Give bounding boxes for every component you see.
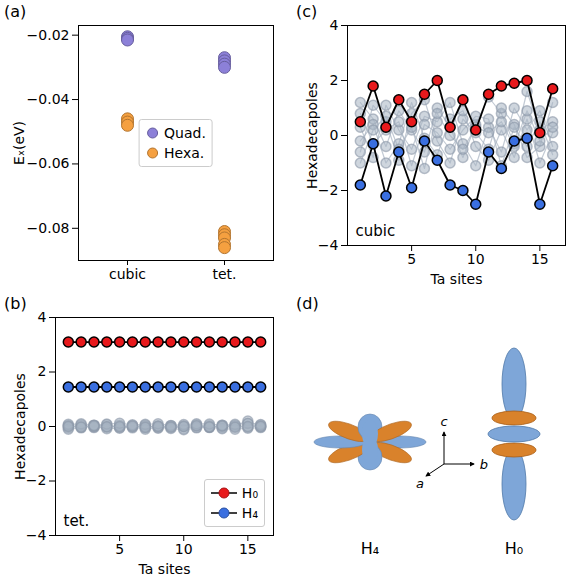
- html-text:(a): (a): [4, 2, 27, 21]
- svg-text:Hexadecapoles: Hexadecapoles: [12, 373, 28, 480]
- svg-text:Eₓ(eV): Eₓ(eV): [11, 121, 27, 165]
- html-text:Hexa.: Hexa.: [164, 144, 205, 161]
- svg-text:−2: −2: [26, 472, 47, 488]
- svg-text:tet.: tet.: [212, 266, 236, 282]
- svg-text:5: 5: [407, 251, 416, 267]
- svg-text:4: 4: [38, 309, 47, 325]
- svg-text:a: a: [416, 476, 424, 491]
- svg-text:15: 15: [239, 541, 257, 557]
- svg-text:−0.02: −0.02: [27, 27, 70, 43]
- svg-text:b: b: [480, 457, 488, 472]
- html-text:(c): (c): [296, 2, 318, 21]
- svg-text:2: 2: [330, 72, 339, 88]
- svg-text:H₀: H₀: [505, 539, 523, 558]
- svg-text:−0.04: −0.04: [27, 91, 70, 107]
- html-text:Quad.: Quad.: [164, 124, 206, 141]
- svg-text:tet.: tet.: [64, 512, 90, 530]
- html-text:H₄: H₄: [241, 505, 258, 521]
- svg-text:−4: −4: [318, 237, 339, 253]
- svg-text:15: 15: [531, 251, 549, 267]
- svg-text:10: 10: [175, 541, 193, 557]
- html-text:H₀: H₀: [241, 485, 258, 501]
- svg-text:−4: −4: [26, 527, 47, 543]
- html-text:(b): (b): [4, 294, 27, 313]
- svg-text:−0.08: −0.08: [27, 220, 70, 236]
- svg-text:5: 5: [115, 541, 124, 557]
- svg-text:cubic: cubic: [109, 266, 146, 282]
- svg-text:2: 2: [38, 363, 47, 379]
- svg-text:4: 4: [330, 17, 339, 33]
- svg-text:0: 0: [330, 127, 339, 143]
- svg-text:Ta sites: Ta sites: [138, 561, 191, 577]
- svg-text:0: 0: [38, 418, 47, 434]
- svg-text:H₄: H₄: [361, 539, 379, 558]
- svg-text:10: 10: [467, 251, 485, 267]
- svg-text:−0.06: −0.06: [27, 155, 70, 171]
- svg-text:Ta sites: Ta sites: [430, 271, 483, 287]
- svg-text:c: c: [440, 414, 447, 429]
- svg-text:−2: −2: [318, 182, 339, 198]
- svg-text:Hexadecapoles: Hexadecapoles: [304, 82, 320, 189]
- html-text:(d): (d): [296, 294, 319, 313]
- svg-text:cubic: cubic: [356, 222, 396, 240]
